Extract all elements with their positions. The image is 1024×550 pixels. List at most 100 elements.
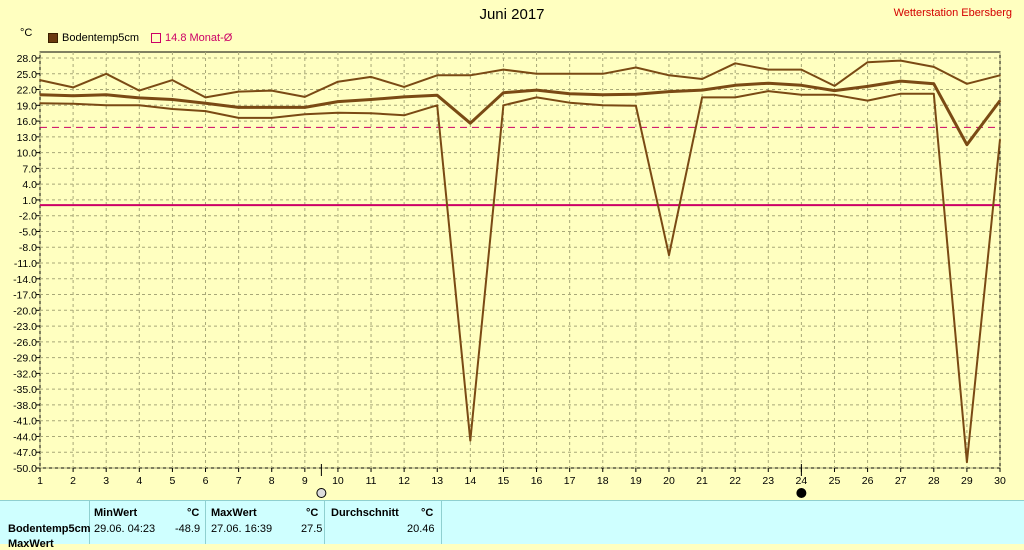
data-point-avg — [734, 84, 736, 87]
data-point-max — [270, 89, 273, 92]
y-tick-label: 19.0 — [17, 100, 38, 112]
data-point-avg — [337, 100, 339, 103]
data-point-min — [304, 113, 306, 116]
stats-series-name: Bodentemp5cm — [8, 523, 91, 535]
y-tick-label: -44.0 — [13, 431, 37, 443]
chart-title: Juni 2017 — [479, 6, 545, 23]
x-tick-label: 9 — [302, 475, 308, 487]
y-tick-label: 10.0 — [17, 148, 38, 160]
avg-header: Durchschnitt — [331, 507, 399, 519]
y-tick-label: -32.0 — [13, 368, 37, 380]
data-point-avg — [204, 102, 207, 105]
avg-unit: °C — [421, 507, 434, 519]
data-point-avg — [899, 80, 902, 82]
y-tick-label: 7.0 — [22, 163, 37, 175]
x-tick-label: 13 — [431, 475, 443, 487]
data-point-min — [270, 117, 273, 119]
data-point-max — [833, 85, 836, 87]
data-point-avg — [668, 90, 670, 93]
data-point-max — [105, 72, 108, 75]
y-tick-label: -8.0 — [19, 242, 37, 254]
y-tick-label: -14.0 — [13, 274, 37, 286]
x-tick-label: 15 — [498, 475, 510, 487]
x-tick-label: 25 — [829, 475, 841, 487]
y-tick-label: -38.0 — [13, 400, 37, 412]
legend-avg-label: 14.8 Monat-Ø — [165, 32, 233, 44]
stats-row2-label: MaxWert — [8, 538, 54, 550]
series-line-max — [39, 59, 1001, 99]
data-point-min — [668, 254, 670, 256]
data-point-min — [932, 92, 935, 95]
y-tick-label: 13.0 — [17, 132, 38, 144]
x-tick-label: 18 — [597, 475, 609, 487]
data-point-min — [337, 111, 339, 114]
data-point-min — [469, 439, 472, 442]
x-tick-label: 1 — [37, 475, 43, 487]
data-point-avg — [370, 98, 372, 101]
y-tick-label: 28.0 — [17, 53, 38, 65]
data-point-max — [568, 72, 571, 75]
avg-value: 20.46 — [407, 523, 435, 535]
data-point-min — [767, 90, 770, 92]
data-point-max — [370, 76, 372, 78]
y-tick-label: 16.0 — [17, 116, 38, 128]
x-tick-label: 26 — [862, 475, 874, 487]
max-time: 27.06. 16:39 — [211, 523, 273, 535]
data-point-avg — [469, 122, 472, 124]
data-point-avg — [39, 93, 41, 96]
data-point-min — [370, 112, 372, 114]
data-point-max — [237, 90, 240, 93]
data-point-avg — [237, 106, 240, 109]
data-point-min — [502, 104, 505, 107]
data-point-max — [502, 68, 505, 71]
data-point-max — [800, 68, 803, 71]
y-tick-label: -50.0 — [13, 463, 37, 475]
data-point-max — [668, 74, 670, 77]
new-moon-icon — [796, 488, 807, 498]
data-point-min — [204, 110, 207, 112]
data-point-max — [999, 74, 1001, 77]
data-point-max — [469, 74, 472, 77]
data-point-min — [72, 102, 74, 105]
data-point-avg — [866, 85, 869, 88]
data-point-min — [701, 96, 703, 99]
station-name: Wetterstation Ebersberg — [893, 7, 1012, 19]
data-point-max — [635, 66, 637, 69]
data-point-max — [337, 80, 339, 83]
max-unit: °C — [306, 507, 319, 519]
x-tick-label: 21 — [696, 475, 708, 487]
data-point-max — [734, 62, 736, 65]
data-point-max — [535, 72, 538, 75]
x-tick-label: 2 — [70, 475, 76, 487]
y-tick-label: 4.0 — [22, 179, 37, 191]
y-tick-label: -2.0 — [19, 211, 37, 223]
x-tick-label: 29 — [961, 475, 973, 487]
x-tick-label: 23 — [762, 475, 774, 487]
x-tick-label: 5 — [169, 475, 175, 487]
data-point-avg — [800, 84, 803, 87]
data-point-avg — [138, 97, 141, 99]
data-point-max — [138, 89, 141, 92]
data-point-avg — [833, 89, 836, 92]
data-point-max — [171, 79, 174, 81]
data-point-avg — [932, 82, 935, 85]
legend-series-label: Bodentemp5cm — [62, 32, 140, 44]
x-tick-label: 20 — [663, 475, 675, 487]
stats-panel: Bodentemp5cm MinWert °C 29.06. 04:23 -48… — [0, 500, 1024, 550]
data-point-avg — [105, 93, 108, 96]
stats-name-cell: Bodentemp5cm — [0, 501, 91, 544]
x-tick-label: 14 — [465, 475, 477, 487]
full-moon-icon — [316, 488, 327, 498]
y-tick-label: -35.0 — [13, 384, 37, 396]
data-point-min — [403, 114, 405, 117]
data-point-avg — [436, 94, 439, 97]
x-tick-label: 22 — [729, 475, 741, 487]
data-point-min — [237, 117, 240, 119]
data-point-min — [966, 461, 968, 464]
data-point-min — [899, 92, 902, 95]
max-header: MaxWert — [211, 507, 257, 519]
data-point-avg — [701, 89, 703, 91]
data-point-min — [999, 138, 1001, 141]
data-point-min — [734, 96, 736, 99]
y-tick-label: -11.0 — [14, 258, 37, 270]
